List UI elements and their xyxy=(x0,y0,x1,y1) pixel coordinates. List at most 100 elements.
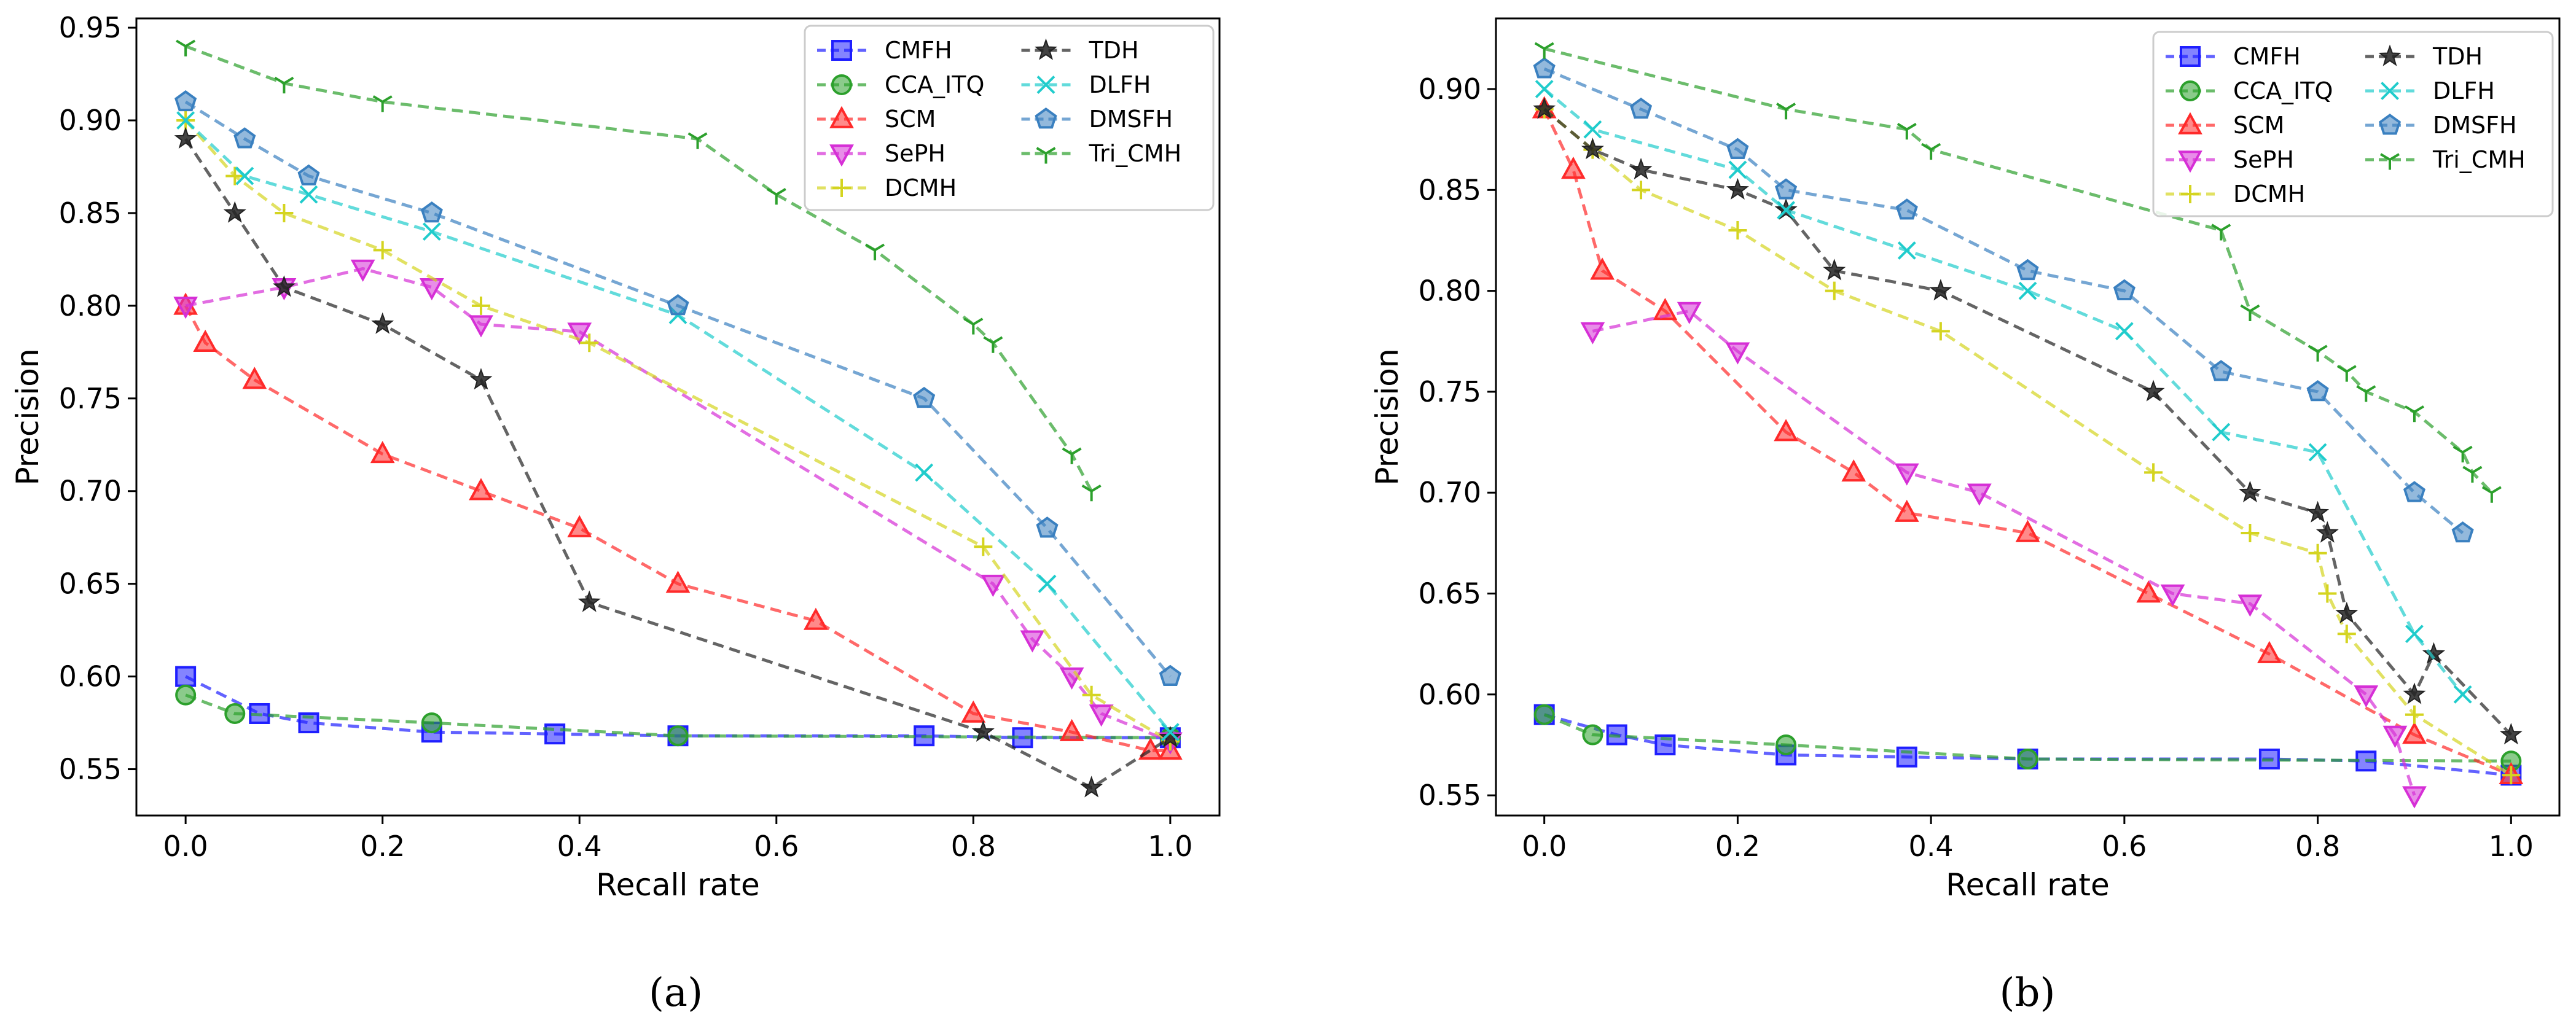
data-point-DMSFH-1 xyxy=(233,127,256,149)
data-point-SePH-7 xyxy=(2354,685,2379,708)
data-point-CCA_ITQ-3 xyxy=(667,725,689,747)
y-tick-label-1-4: 0.75 xyxy=(1419,375,1481,408)
data-point-Tri_CMH-11 xyxy=(2462,465,2483,483)
series-Tri_CMH xyxy=(176,39,1102,502)
data-point-DMSFH-5 xyxy=(913,386,936,408)
data-point-CCA_ITQ-1 xyxy=(1582,724,1603,746)
x-tick-label-1-2: 0.4 xyxy=(1909,830,1954,863)
data-point-DCMH-4 xyxy=(1825,281,1844,300)
series-CMFH xyxy=(1533,704,2522,786)
panels: 0.0 0.2 0.4 0.6 0.8 1.0 0.55 0.60 0.65 0.70 0.75 0.… xyxy=(10,11,2561,1016)
legend-label-DLFH: DLFH xyxy=(1089,71,1151,98)
data-point-DMSFH-6 xyxy=(2113,279,2136,300)
data-point-DLFH-6 xyxy=(2115,322,2134,341)
legend-label-SePH: SePH xyxy=(885,140,945,167)
data-point-DLFH-3 xyxy=(1777,201,1796,220)
data-point-SCM-8 xyxy=(961,700,986,723)
data-point-DCMH-10 xyxy=(2337,625,2356,644)
series-line-DLFH xyxy=(1543,88,2464,696)
data-point-Tri_CMH-3 xyxy=(1921,142,1941,160)
series-SCM xyxy=(173,292,1183,760)
data-point-Tri_CMH-5 xyxy=(865,243,885,260)
x-tick-label-0-1: 0.2 xyxy=(360,830,405,863)
x-tick-label-0-4: 0.8 xyxy=(951,830,996,863)
data-point-Tri_CMH-4 xyxy=(2211,224,2231,241)
data-point-DMSFH-8 xyxy=(2306,380,2329,402)
data-point-DLFH-9 xyxy=(2405,625,2424,644)
data-point-DCMH-1 xyxy=(225,166,245,185)
series-TDH xyxy=(174,127,1182,798)
data-point-DMSFH-0 xyxy=(1533,57,1556,79)
data-point-SCM-8 xyxy=(2136,580,2161,603)
data-point-DCMH-3 xyxy=(373,241,392,260)
data-point-DMSFH-2 xyxy=(297,164,320,185)
data-point-TDH-5 xyxy=(1823,259,1846,281)
y-tick-label-0-4: 0.75 xyxy=(59,382,122,415)
series-line-TDH xyxy=(1543,107,2513,736)
data-point-SePH-3 xyxy=(419,278,444,301)
data-point-DCMH-2 xyxy=(275,203,294,222)
data-point-Tri_CMH-0 xyxy=(176,39,196,56)
data-point-TDH-0 xyxy=(1533,97,1556,119)
legend-label-SCM: SCM xyxy=(2233,112,2284,139)
series-CCA_ITQ xyxy=(175,684,1181,749)
data-point-SePH-4 xyxy=(469,315,493,338)
data-point-SCM-2 xyxy=(242,367,267,389)
y-tick-label-1-2: 0.65 xyxy=(1419,577,1481,610)
legend-marker-DLFH xyxy=(2381,82,2399,100)
y-tick-label-0-2: 0.65 xyxy=(59,567,122,601)
y-tick-label-1-7: 0.90 xyxy=(1419,72,1481,106)
chart-panel-0: 0.0 0.2 0.4 0.6 0.8 1.0 0.55 0.60 0.65 0.70 0.75 0.… xyxy=(10,11,1221,1016)
data-point-DMSFH-2 xyxy=(1726,138,1749,159)
data-point-CCA_ITQ-1 xyxy=(224,703,246,724)
series-line-TDH xyxy=(184,138,1172,790)
data-point-DMSFH-0 xyxy=(174,90,197,112)
legend-1: CMFH CCA_ITQ SCM SePH DCMH TDH DLFH DMSFH Tri_CM… xyxy=(2152,31,2554,217)
data-point-SCM-1 xyxy=(1561,157,1586,179)
data-point-TDH-3 xyxy=(1726,177,1749,200)
legend-marker-SCM xyxy=(829,106,854,128)
data-point-SePH-2 xyxy=(350,259,375,282)
chart-panel-1: 0.0 0.2 0.4 0.6 0.8 1.0 0.55 0.60 0.65 0.70 0.75 0.… xyxy=(1369,17,2561,1016)
data-point-SCM-4 xyxy=(1774,419,1798,442)
legend-label-TDH: TDH xyxy=(2432,43,2483,70)
legend-label-Tri_CMH: Tri_CMH xyxy=(1089,140,1182,167)
x-tick-label-1-5: 1.0 xyxy=(2489,830,2534,863)
data-point-DMSFH-7 xyxy=(2210,360,2233,381)
data-point-CCA_ITQ-0 xyxy=(1533,704,1555,725)
legend-label-DMSFH: DMSFH xyxy=(2433,112,2517,139)
data-point-SePH-5 xyxy=(567,322,592,345)
y-tick-label-1-6: 0.85 xyxy=(1419,173,1481,206)
legend-marker-SCM xyxy=(2178,112,2202,134)
legend-label-DMSFH: DMSFH xyxy=(1089,106,1173,133)
data-point-DLFH-3 xyxy=(422,222,441,241)
data-point-DCMH-2 xyxy=(1632,181,1651,200)
data-point-DLFH-0 xyxy=(1535,80,1554,98)
data-point-DCMH-6 xyxy=(974,537,993,556)
x-axis-label-1: Recall rate xyxy=(1946,867,2110,903)
data-point-TDH-11 xyxy=(2335,601,2359,624)
data-point-DCMH-5 xyxy=(580,333,599,352)
data-point-SCM-7 xyxy=(2015,520,2040,542)
data-point-SCM-7 xyxy=(803,607,828,630)
data-point-DLFH-2 xyxy=(299,185,318,204)
data-point-DLFH-10 xyxy=(2453,685,2472,704)
data-point-Tri_CMH-2 xyxy=(372,95,393,112)
data-point-Tri_CMH-4 xyxy=(766,188,786,205)
data-point-SCM-10 xyxy=(2402,722,2427,744)
x-tick-label-0-5: 1.0 xyxy=(1148,830,1192,863)
data-point-Tri_CMH-3 xyxy=(687,132,708,149)
data-point-Tri_CMH-8 xyxy=(1062,447,1082,464)
legend-label-CMFH: CMFH xyxy=(2233,43,2301,70)
legend-box-0 xyxy=(804,25,1215,211)
legend-marker-SePH xyxy=(829,144,854,167)
series-line-SCM xyxy=(184,305,1170,752)
y-tick-label-1-3: 0.70 xyxy=(1419,476,1481,509)
data-point-Tri_CMH-5 xyxy=(2240,304,2260,321)
series-line-DLFH xyxy=(184,119,1172,733)
data-point-DCMH-4 xyxy=(471,296,490,315)
data-point-DMSFH-3 xyxy=(420,201,443,223)
series-DLFH xyxy=(1535,80,2472,704)
legend-marker-DMSFH xyxy=(1035,107,1057,129)
data-point-DCMH-8 xyxy=(2308,543,2327,563)
